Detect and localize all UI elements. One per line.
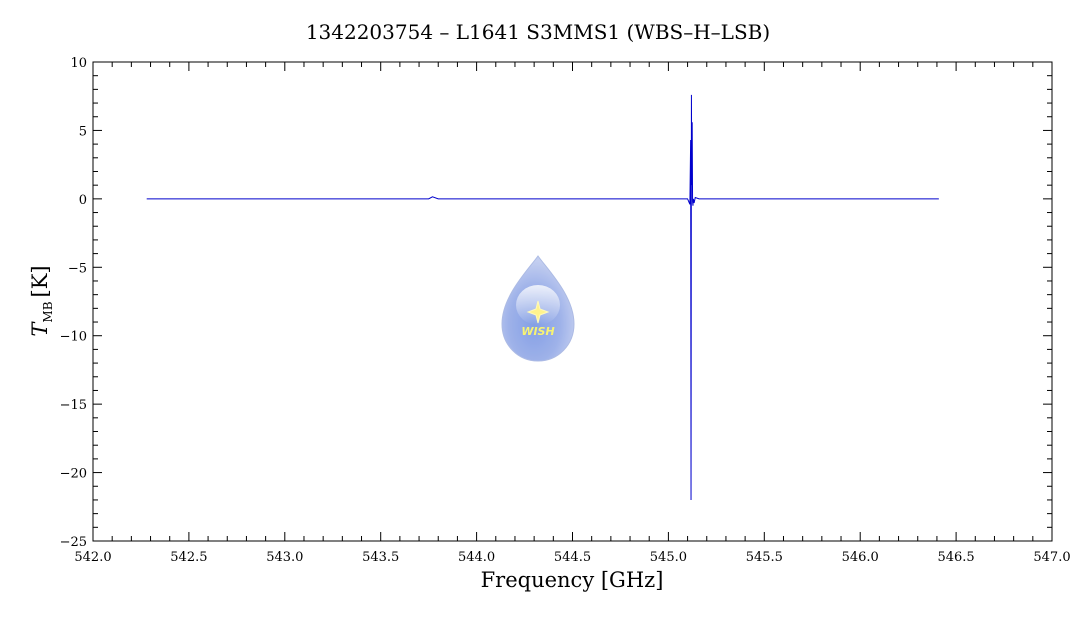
x-tick-label: 542.0 [74, 550, 111, 565]
x-tick-label: 542.5 [170, 550, 207, 565]
x-tick-label: 546.5 [937, 550, 974, 565]
x-tick-labels: 542.0 542.5 543.0 543.5 544.0 544.5 545.0 545.5… [74, 550, 1070, 565]
spectrum-line [146, 94, 939, 500]
chart-title: 1342203754 – L1641 S3MMS1 (WBS–H–LSB) [306, 20, 770, 44]
y-tick-label: 10 [70, 56, 87, 71]
y-tick-label: −10 [60, 330, 87, 345]
y-tick-label: −15 [60, 398, 87, 413]
x-axis-label: Frequency [GHz] [481, 568, 664, 592]
y-axis-label-sub: MB [41, 301, 55, 322]
wish-logo: WISH [501, 255, 575, 362]
y-tick-label: 0 [79, 193, 87, 208]
x-tick-label: 547.0 [1033, 550, 1070, 565]
svg-text:TMB[K]: TMB [K] [28, 265, 55, 336]
x-tick-label: 543.5 [362, 550, 399, 565]
y-tick-label: −20 [60, 467, 87, 482]
y-tick-label: −25 [60, 535, 87, 550]
y-tick-label: 5 [79, 124, 87, 139]
x-tick-label: 543.0 [266, 550, 303, 565]
y-axis-label: TMB [K] [28, 265, 55, 336]
star-icon [526, 300, 550, 324]
x-tick-label: 546.0 [842, 550, 879, 565]
axis-ticks [92, 61, 1053, 542]
x-tick-label: 545.5 [746, 550, 783, 565]
x-tick-label: 544.5 [554, 550, 591, 565]
y-axis-label-unit: [K] [28, 265, 52, 297]
y-tick-label: −5 [68, 261, 87, 276]
y-axis-label-main: T [28, 321, 52, 337]
logo-text: WISH [521, 325, 554, 338]
y-tick-labels: 10 5 0 −5 −10 −15 −20 −25 [60, 56, 87, 550]
plot-frame [92, 61, 1053, 542]
x-tick-label: 545.0 [650, 550, 687, 565]
x-tick-label: 544.0 [458, 550, 495, 565]
